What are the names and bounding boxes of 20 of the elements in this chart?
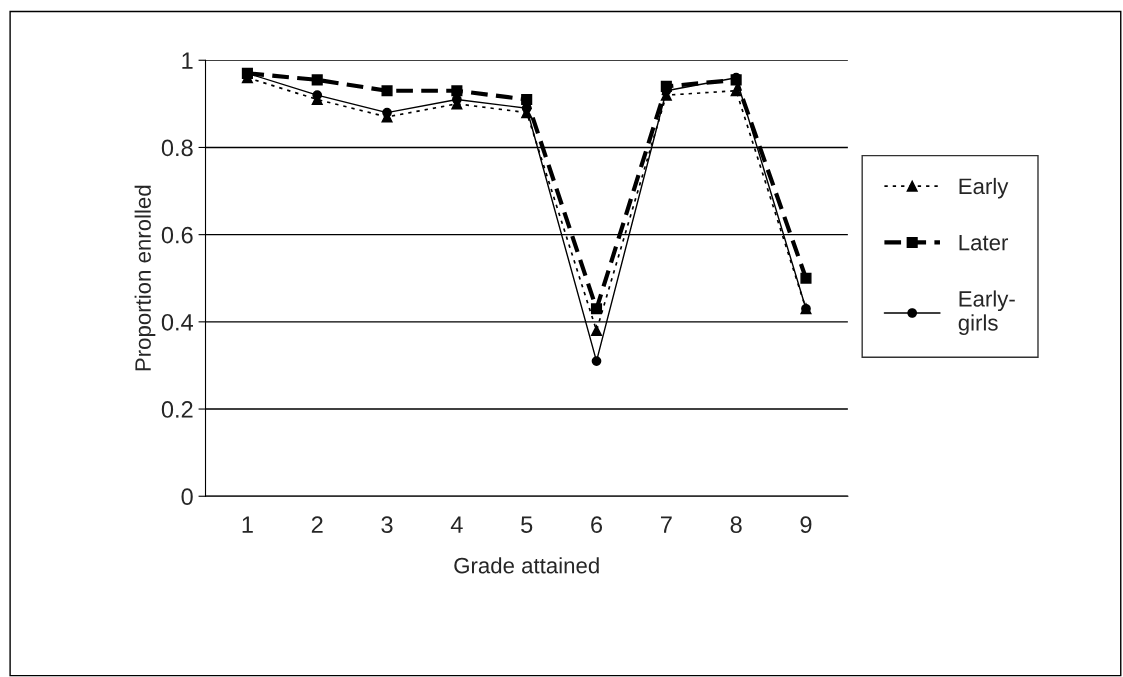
x-tick-label: 4 [450,516,463,533]
x-axis-title: Grade attained [454,557,599,574]
legend-label: Early- girls [958,290,1015,336]
y-tick-label: 0.8 [161,139,193,157]
legend-label: Early [959,177,1009,199]
y-tick-label: 0.4 [161,313,194,331]
x-tick-label: 1 [242,516,253,533]
y-tick-label: 0.2 [161,401,193,418]
x-tick-label: 7 [660,516,672,533]
y-axis-title: Proportion enrolled [134,185,156,371]
x-tick-label: 9 [800,516,812,534]
y-tick-label: 1 [182,52,193,69]
y-tick-label: 0 [181,488,193,506]
x-tick-label: 2 [311,516,323,533]
x-tick-label: 5 [521,516,533,534]
x-tick-label: 3 [381,516,393,534]
x-tick-label: 8 [730,516,742,534]
legend-label: Later [959,234,1009,251]
y-tick-label: 0.6 [161,226,193,244]
x-tick-label: 6 [591,516,603,534]
